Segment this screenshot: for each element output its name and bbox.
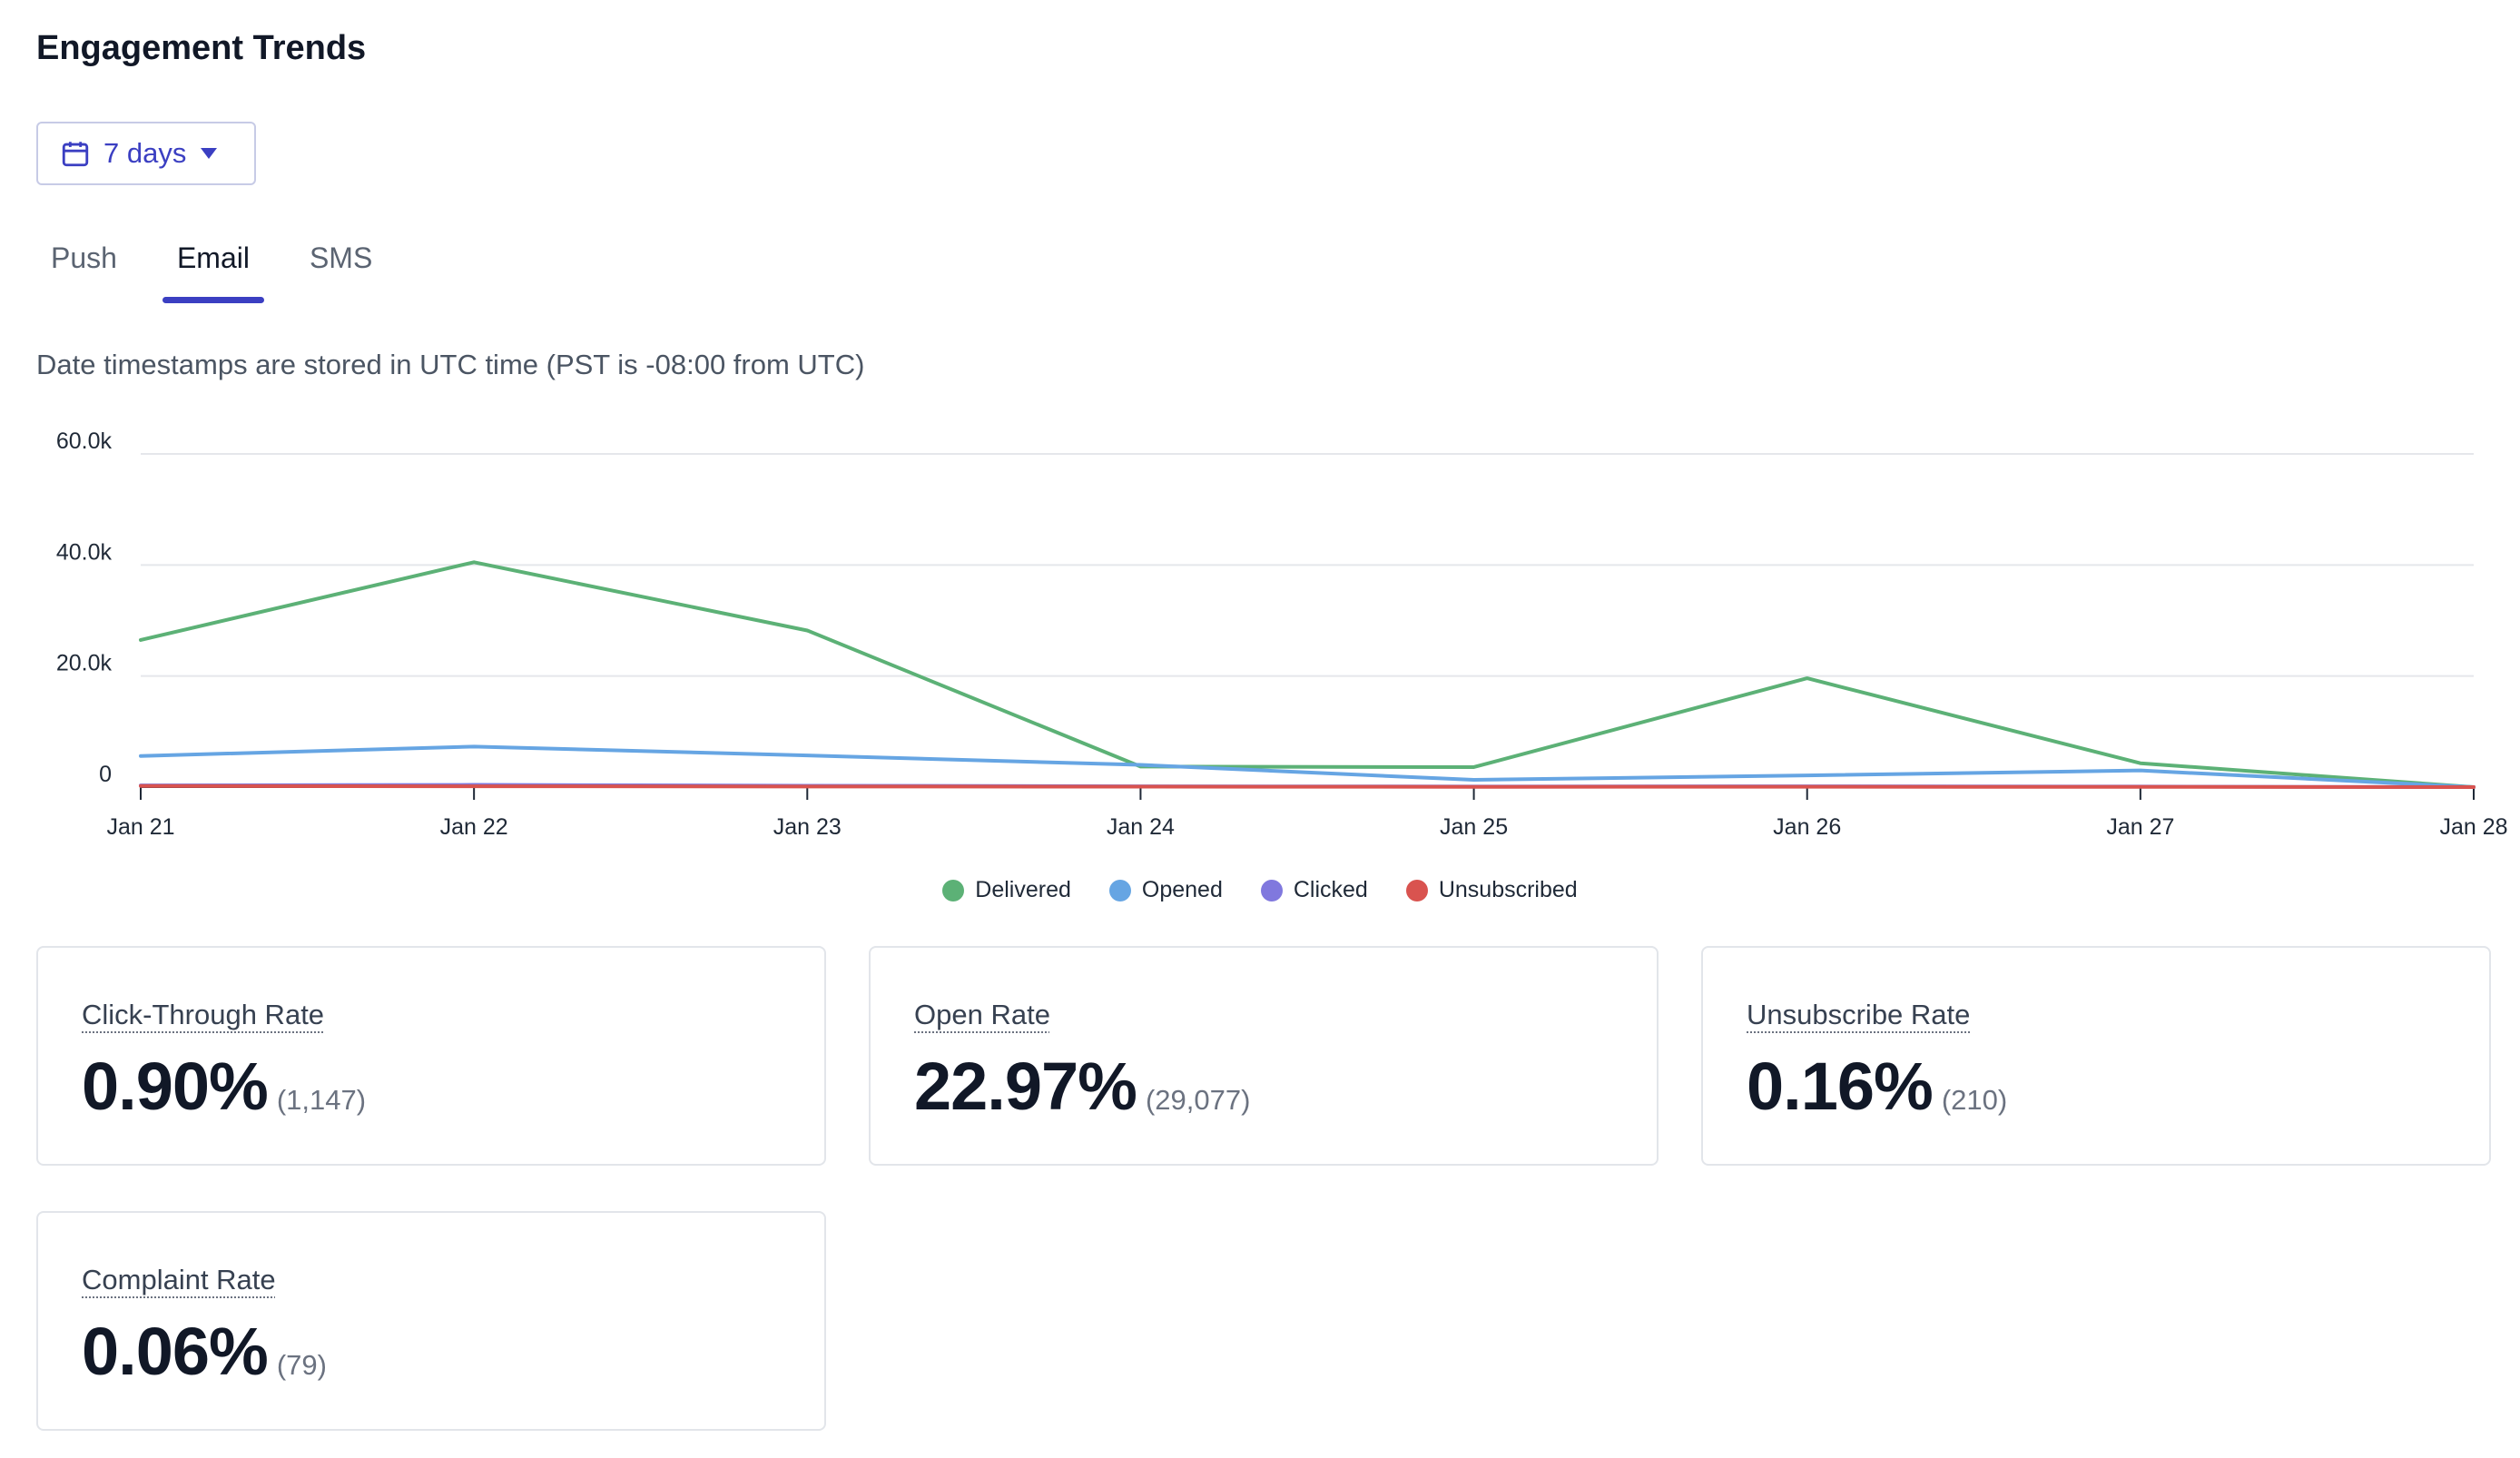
- tab-push-label: Push: [51, 241, 117, 274]
- metric-card-open-rate: Open Rate 22.97% (29,077): [869, 946, 1659, 1166]
- tab-email[interactable]: Email: [162, 232, 264, 303]
- x-tick-label: Jan 24: [1107, 814, 1175, 840]
- metric-count: (210): [1941, 1084, 2008, 1116]
- legend-label-opened: Opened: [1141, 877, 1223, 902]
- y-tick-label: 40.0k: [56, 539, 113, 565]
- metric-count: (79): [276, 1349, 327, 1381]
- metric-card-complaint-rate: Complaint Rate 0.06% (79): [36, 1211, 826, 1431]
- y-tick-label: 0: [99, 762, 112, 787]
- x-tick-label: Jan 28: [2439, 814, 2507, 840]
- tab-email-label: Email: [176, 241, 250, 274]
- calendar-icon: [62, 142, 89, 167]
- utc-note: Date timestamps are stored in UTC time (…: [36, 349, 865, 380]
- engagement-line-chart: 0 20.0k 40.0k 60.0k Jan 21 Jan 22 Jan 23 Jan 24…: [56, 429, 2508, 840]
- metric-label[interactable]: Click-Through Rate: [82, 999, 325, 1030]
- metric-card-unsubscribe-rate: Unsubscribe Rate 0.16% (210): [1701, 946, 2491, 1166]
- metric-card-click-through-rate: Click-Through Rate 0.90% (1,147): [36, 946, 826, 1166]
- x-tick-label: Jan 25: [1440, 814, 1508, 840]
- metric-value: 0.16%: [1747, 1049, 1934, 1124]
- tab-push[interactable]: Push: [36, 232, 132, 296]
- chart-legend: Delivered Opened Clicked Unsubscribed: [0, 877, 2520, 903]
- y-tick-label: 60.0k: [56, 429, 113, 454]
- legend-label-clicked: Clicked: [1293, 877, 1368, 902]
- metric-count: (1,147): [276, 1084, 367, 1116]
- legend-item-unsubscribed[interactable]: Unsubscribed: [1405, 877, 1578, 903]
- legend-dot-opened: [1108, 879, 1131, 901]
- metric-value: 0.06%: [82, 1314, 269, 1389]
- y-tick-label: 20.0k: [56, 651, 113, 676]
- page-title: Engagement Trends: [36, 29, 367, 67]
- x-tick-label: Jan 21: [106, 814, 174, 840]
- series-line-unsubscribed: [139, 783, 2476, 789]
- metric-value: 22.97%: [914, 1049, 1137, 1124]
- tab-sms-label: SMS: [309, 241, 373, 274]
- legend-label-unsubscribed: Unsubscribed: [1438, 877, 1578, 902]
- legend-item-opened[interactable]: Opened: [1108, 877, 1223, 903]
- metric-label[interactable]: Open Rate: [914, 999, 1050, 1030]
- legend-item-clicked[interactable]: Clicked: [1260, 877, 1368, 903]
- series-line-opened: [139, 744, 2476, 789]
- metric-label[interactable]: Complaint Rate: [82, 1264, 276, 1295]
- x-tick-label: Jan 22: [440, 814, 508, 840]
- legend-item-delivered[interactable]: Delivered: [942, 877, 1071, 903]
- caret-down-icon: [201, 148, 218, 159]
- series-line-delivered: [139, 560, 2476, 789]
- legend-dot-unsubscribed: [1405, 879, 1428, 901]
- legend-dot-delivered: [942, 879, 965, 901]
- legend-label-delivered: Delivered: [975, 877, 1071, 902]
- tab-sms[interactable]: SMS: [295, 232, 387, 296]
- date-range-dropdown[interactable]: 7 days: [36, 122, 256, 185]
- x-tick-label: Jan 26: [1773, 814, 1841, 840]
- date-range-label: 7 days: [103, 137, 187, 169]
- legend-dot-clicked: [1260, 879, 1283, 901]
- channel-tabs: Push Email SMS: [36, 232, 418, 305]
- metric-label[interactable]: Unsubscribe Rate: [1747, 999, 1971, 1030]
- x-tick-label: Jan 27: [2106, 814, 2174, 840]
- x-tick-label: Jan 23: [773, 814, 842, 840]
- metric-count: (29,077): [1145, 1084, 1251, 1116]
- metric-value: 0.90%: [82, 1049, 269, 1124]
